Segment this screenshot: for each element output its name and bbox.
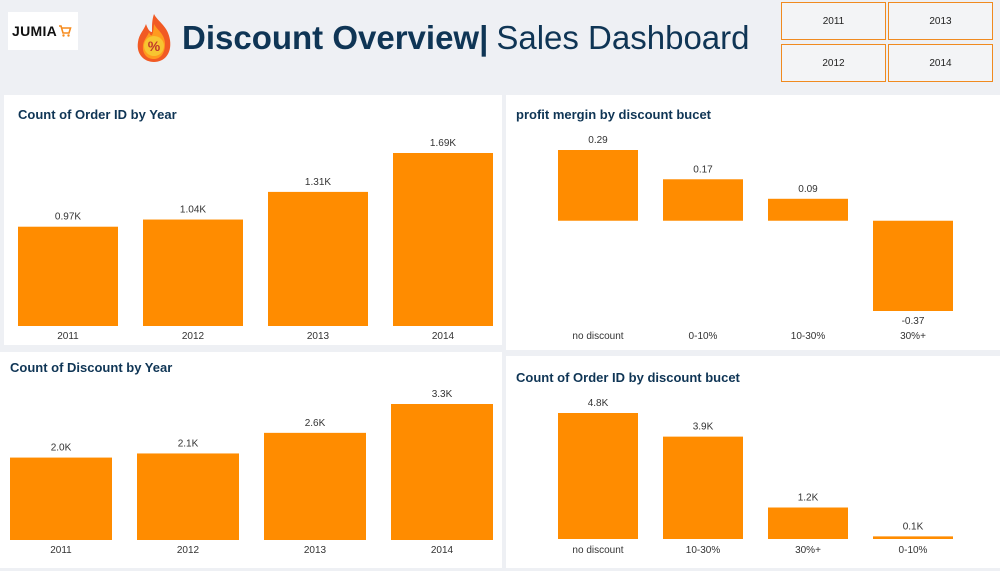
slicer-option-2013[interactable]: 2013 <box>888 2 993 40</box>
x-tick-label: 30%+ <box>795 545 821 556</box>
data-label: 1.2K <box>798 493 819 504</box>
chart-title: profit mergin by discount bucet <box>516 107 712 122</box>
x-tick-label: no discount <box>572 545 623 556</box>
bar-no-discount[interactable] <box>558 413 638 539</box>
data-label: 1.69K <box>430 138 456 149</box>
orders-by-bucket-panel: Count of Order ID by discount bucet 4.8K… <box>506 356 1000 568</box>
profit-margin-chart: 0.29 no discount 0.17 0-10% 0.09 10-30% -0.37 3… <box>558 135 953 342</box>
bar-2013[interactable] <box>264 432 366 540</box>
year-slicer: 2011 2013 2012 2014 <box>781 2 996 82</box>
bar-10-30-[interactable] <box>663 436 743 539</box>
data-label: 2.0K <box>51 443 72 454</box>
data-label: 1.04K <box>180 205 206 216</box>
orders-by-year-panel: Count of Order ID by Year 0.97K 2011 1.04K… <box>4 95 502 345</box>
bar-0-10-[interactable] <box>873 536 953 539</box>
data-label: 2.1K <box>178 438 199 449</box>
x-tick-label: no discount <box>572 331 623 342</box>
bar-2011[interactable] <box>10 457 112 540</box>
orders-by-bucket-chart: 4.8K no discount 3.9K 10-30% 1.2K 30%+ 0.1K 0-1… <box>558 398 953 556</box>
x-tick-label: 2013 <box>304 545 327 556</box>
bar-2013[interactable] <box>268 191 368 326</box>
data-label: 3.3K <box>432 389 453 400</box>
x-tick-label: 2014 <box>432 331 455 342</box>
data-label: 3.9K <box>693 422 714 433</box>
bar-30-[interactable] <box>768 507 848 540</box>
data-label: 2.6K <box>305 418 326 429</box>
x-tick-label: 2011 <box>50 545 72 556</box>
bar-2011[interactable] <box>18 226 118 326</box>
bar-no-discount[interactable] <box>558 150 638 221</box>
title-sub: Sales Dashboard <box>496 19 750 56</box>
data-label: 0.09 <box>798 184 818 195</box>
x-tick-label: 2012 <box>182 331 205 342</box>
x-tick-label: 0-10% <box>899 545 928 556</box>
bar-2012[interactable] <box>143 219 243 326</box>
chart-title: Count of Order ID by discount bucet <box>516 370 740 385</box>
data-label: -0.37 <box>902 316 925 327</box>
data-label: 1.31K <box>305 177 331 188</box>
data-label: 0.17 <box>693 164 713 175</box>
slicer-option-2012[interactable]: 2012 <box>781 44 886 82</box>
x-tick-label: 2014 <box>431 545 454 556</box>
bar-2014[interactable] <box>393 153 493 326</box>
data-label: 0.1K <box>903 521 924 532</box>
data-label: 4.8K <box>588 398 609 409</box>
x-tick-label: 2011 <box>57 331 79 342</box>
bar-0-10-[interactable] <box>663 179 743 221</box>
dashboard-title: % Discount Overview| Sales Dashboard <box>132 10 750 66</box>
chart-title: Count of Order ID by Year <box>18 107 177 122</box>
logo-text: JUMIA <box>12 23 58 39</box>
x-tick-label: 10-30% <box>686 545 721 556</box>
chart-title: Count of Discount by Year <box>10 360 173 375</box>
x-tick-label: 2013 <box>307 331 330 342</box>
title-main: Discount Overview| <box>182 19 489 56</box>
orders-by-year-chart: 0.97K 2011 1.04K 2012 1.31K 2013 1.69K 2014 <box>18 138 493 342</box>
bar-10-30-[interactable] <box>768 198 848 221</box>
slicer-option-2014[interactable]: 2014 <box>888 44 993 82</box>
svg-text:%: % <box>148 38 161 54</box>
cart-icon <box>59 25 72 37</box>
bar-2012[interactable] <box>137 453 239 540</box>
x-tick-label: 0-10% <box>689 331 718 342</box>
discount-by-year-panel: Count of Discount by Year 2.0K 2011 2.1K 20… <box>0 352 502 568</box>
discount-by-year-chart: 2.0K 2011 2.1K 2012 2.6K 2013 3.3K 2014 <box>10 389 493 556</box>
discount-flame-icon: % <box>137 14 171 62</box>
x-tick-label: 10-30% <box>791 331 826 342</box>
data-label: 0.97K <box>55 212 81 223</box>
profit-margin-panel: profit mergin by discount bucet 0.29 no d… <box>506 95 1000 350</box>
jumia-logo: JUMIA <box>8 12 78 50</box>
bar-2014[interactable] <box>391 404 493 540</box>
x-tick-label: 2012 <box>177 545 200 556</box>
x-tick-label: 30%+ <box>900 331 926 342</box>
bar-30-[interactable] <box>873 220 953 311</box>
slicer-option-2011[interactable]: 2011 <box>781 2 886 40</box>
data-label: 0.29 <box>588 135 608 146</box>
